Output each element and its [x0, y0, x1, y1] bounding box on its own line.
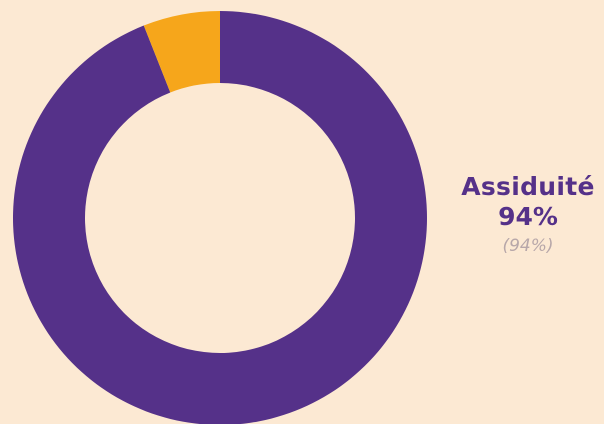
slice-label-value: 94% — [498, 202, 558, 231]
donut-slice-other-1 — [143, 11, 220, 93]
donut-slice-assiduit- — [13, 11, 427, 424]
slice-label-name: Assiduité — [461, 172, 595, 201]
slice-label-subtext: (94%) — [502, 236, 554, 256]
slice-label-assiduite: Assiduité 94% (94%) — [438, 172, 604, 259]
